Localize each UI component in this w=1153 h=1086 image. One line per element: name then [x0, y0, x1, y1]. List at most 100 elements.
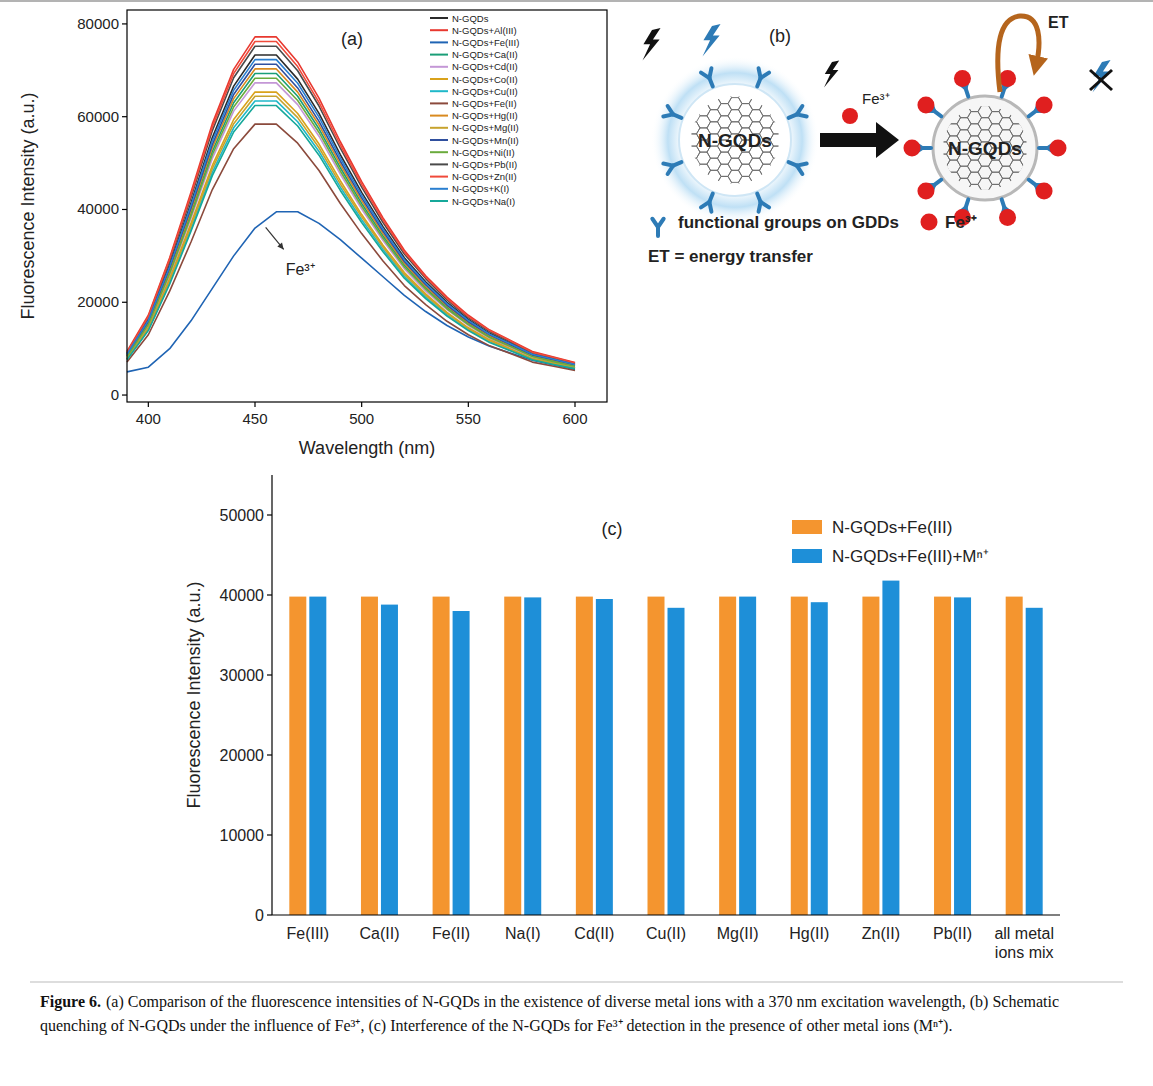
schematic — [643, 16, 1113, 236]
ion-dot — [917, 182, 934, 199]
legend-swatch — [792, 549, 822, 563]
figure-canvas: 400450500550600020000400006000080000Wave… — [0, 0, 1153, 1086]
bar — [934, 597, 951, 915]
y-tick — [122, 394, 127, 395]
legend-label: N-GQDs+Ca(II) — [452, 49, 518, 60]
y-tick — [267, 594, 272, 595]
legend-label: N-GQDs+Fe(III) — [452, 37, 519, 48]
legend-label: N-GQDs — [452, 13, 489, 24]
bar — [289, 597, 306, 915]
group-arm — [797, 166, 802, 174]
blocked-mark — [1090, 70, 1112, 90]
graphene-lattice — [686, 92, 784, 189]
legend-swatch — [430, 188, 448, 190]
y-axis-title: Fluorescence Intensity (a.u.) — [18, 92, 38, 319]
x-tick-label: Hg(II) — [789, 925, 829, 942]
label-line: Cu(II) — [646, 925, 686, 942]
y-tick-label: 10000 — [220, 827, 265, 844]
legend-label: N-GQDs+Ni(II) — [452, 147, 515, 158]
legend-swatch — [430, 17, 448, 19]
legend-swatch — [430, 127, 448, 129]
legend-label: N-GQDs+Mn(II) — [452, 135, 519, 146]
bar — [648, 597, 665, 915]
x-tick-label: Pb(II) — [933, 925, 972, 942]
x-tick — [361, 402, 362, 407]
functional-group — [757, 194, 769, 212]
bar — [811, 602, 828, 915]
x-tick-label: Ca(II) — [359, 925, 399, 942]
legend-swatch — [430, 54, 448, 56]
y-axis-title: Fluorescence Intensity (a.u.) — [184, 581, 204, 808]
bar — [954, 597, 971, 915]
functional-group — [789, 106, 807, 118]
energy-transfer-label: ET — [1048, 14, 1069, 31]
y-tick-label: 0 — [255, 907, 264, 924]
y-tick-label: 20000 — [77, 293, 119, 310]
functional-group — [701, 68, 713, 86]
legend-ion-dot — [921, 214, 938, 231]
functional-group — [789, 162, 807, 174]
x-tick-label: Cu(II) — [646, 925, 686, 942]
light-bolt — [824, 60, 839, 87]
y-tick — [122, 23, 127, 24]
emission-curve — [127, 106, 575, 369]
hexagon — [1020, 130, 1034, 142]
legend-swatch — [430, 176, 448, 178]
group-arm — [797, 114, 807, 116]
legend-label: Fe³⁺ — [945, 213, 977, 232]
top-rule — [0, 0, 1153, 2]
bar — [862, 597, 879, 915]
caption-label: Figure 6. — [40, 993, 101, 1010]
definition: ET = energy transfer — [648, 247, 813, 266]
bar — [882, 581, 899, 915]
legend-swatch — [430, 66, 448, 68]
blocked-mark — [1090, 70, 1112, 90]
y-tick-label: 40000 — [220, 587, 265, 604]
caption-rule — [30, 982, 1123, 983]
legend-label: N-GQDs+Cu(II) — [452, 86, 518, 97]
y-tick — [267, 514, 272, 515]
light-bolt — [643, 28, 661, 60]
bar — [739, 597, 756, 915]
legend: N-GQDsN-GQDs+Al(III)N-GQDs+Fe(III)N-GQDs… — [430, 13, 519, 207]
x-tick-label: Cd(II) — [574, 925, 614, 942]
bar — [524, 597, 541, 915]
legend-swatch — [430, 29, 448, 31]
x-axis — [272, 914, 1060, 915]
label-line: Zn(II) — [862, 925, 900, 942]
emission-curve — [127, 124, 575, 370]
ion-dot — [999, 209, 1016, 226]
x-tick-label: Mg(II) — [717, 925, 759, 942]
annotation-arrowhead — [277, 243, 283, 250]
functional-group — [663, 162, 681, 174]
plot-frame — [127, 10, 607, 402]
x-tick-label: 500 — [349, 410, 374, 427]
label-line: Mg(II) — [717, 925, 759, 942]
bar — [309, 597, 326, 915]
hexagon — [760, 104, 774, 116]
particle-label: N-GQDs — [698, 130, 772, 151]
annotation-arrow — [266, 227, 284, 249]
legend-swatch — [430, 115, 448, 117]
emission-curve — [127, 46, 575, 363]
label-line: Fe(III) — [286, 925, 329, 942]
functional-group — [701, 194, 713, 212]
x-tick-label: Na(I) — [505, 925, 541, 942]
legend-swatch — [430, 163, 448, 165]
emission-curve — [127, 92, 575, 368]
group-arm — [668, 106, 673, 114]
annotation: Fe³⁺ — [286, 261, 315, 278]
y-tick — [122, 116, 127, 117]
label-line: Na(I) — [505, 925, 541, 942]
y-tick — [122, 209, 127, 210]
panel-label: (b) — [769, 26, 791, 46]
energy-transfer-arrow — [998, 16, 1039, 92]
legend-swatch — [430, 41, 448, 43]
bar — [1006, 597, 1023, 915]
x-axis-title: Wavelength (nm) — [299, 438, 435, 458]
bar — [668, 608, 685, 915]
legend-swatch — [430, 139, 448, 141]
legend-swatch — [430, 78, 448, 80]
bars — [289, 581, 1042, 915]
y-tick — [267, 754, 272, 755]
